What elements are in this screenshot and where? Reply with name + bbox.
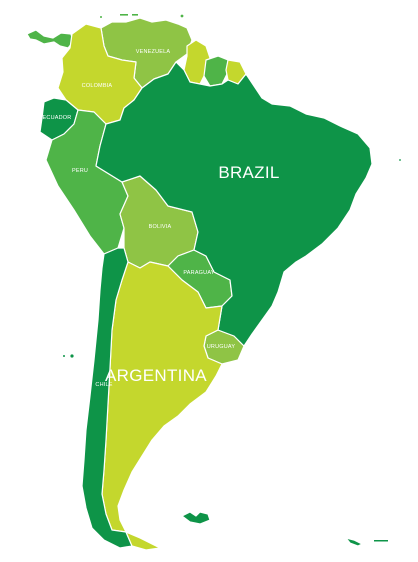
island-juan-fernandez-2 [63, 355, 65, 357]
label-brazil: BRAZIL [218, 163, 279, 182]
country-brazil[interactable] [95, 61, 373, 347]
label-peru: PERU [72, 168, 88, 174]
label-uruguay: URUGUAY [207, 344, 236, 350]
island-trinidad [180, 14, 184, 18]
country-panama[interactable] [26, 29, 74, 49]
island-south-sandwich [374, 540, 388, 542]
label-paraguay: PARAGUAY [183, 270, 214, 276]
label-chile: CHILE [95, 382, 112, 388]
country-south-georgia[interactable] [345, 537, 363, 547]
island-curacao [132, 14, 138, 16]
country-argentina-tierra-del-fuego[interactable] [125, 531, 161, 551]
label-ecuador: ECUADOR [43, 115, 72, 121]
island-aruba [120, 14, 128, 16]
country-labels: VENEZUELA COLOMBIA ECUADOR PERU BOLIVIA … [43, 49, 280, 388]
label-venezuela: VENEZUELA [136, 49, 171, 55]
country-guyana[interactable] [183, 39, 211, 85]
label-argentina: ARGENTINA [105, 366, 207, 385]
island-atol-rocas [399, 159, 401, 161]
country-falklands[interactable] [181, 511, 211, 525]
label-bolivia: BOLIVIA [149, 224, 172, 230]
island-bonaire [100, 16, 102, 18]
label-colombia: COLOMBIA [82, 83, 113, 89]
country-suriname[interactable] [203, 55, 229, 87]
island-juan-fernandez [70, 354, 74, 358]
island-fernando-de-noronha [316, 228, 320, 232]
caribbean-islands [100, 14, 184, 18]
